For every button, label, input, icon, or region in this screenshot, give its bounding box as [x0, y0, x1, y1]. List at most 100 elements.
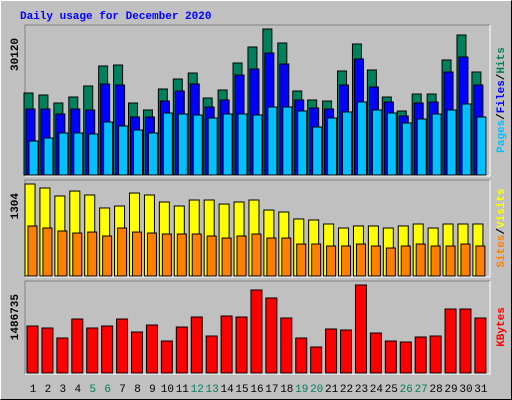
bar [355, 243, 366, 277]
bar [461, 103, 472, 176]
bar [102, 235, 113, 277]
bar [431, 113, 442, 176]
x-tick-label: 9 [149, 384, 156, 396]
x-tick-label: 10 [161, 384, 174, 396]
x-tick-label: 3 [60, 384, 67, 396]
bar [161, 233, 172, 277]
bar [311, 243, 322, 277]
x-tick-label: 4 [74, 384, 81, 396]
bar [401, 122, 412, 176]
bar [444, 308, 457, 374]
bar [474, 317, 487, 374]
bar [265, 297, 278, 374]
bar [147, 132, 158, 176]
bar [191, 233, 202, 277]
bar [146, 232, 157, 277]
x-tick-label: 20 [310, 384, 323, 396]
bar [237, 113, 248, 176]
bar [400, 245, 411, 277]
y-tick-label: 1486735 [10, 294, 22, 341]
bar [459, 308, 472, 374]
x-tick-label: 15 [235, 384, 248, 396]
bar [399, 341, 412, 374]
bar [176, 233, 187, 277]
bar [296, 243, 307, 277]
bar [342, 111, 353, 176]
bar [250, 289, 263, 374]
bar [354, 284, 367, 374]
bar [282, 106, 293, 176]
bar [415, 243, 426, 277]
bar [41, 327, 54, 374]
bar [369, 332, 382, 374]
x-tick-label: 26 [400, 384, 413, 396]
bar [206, 235, 217, 277]
bar [27, 225, 38, 277]
bar [236, 235, 247, 277]
bar [103, 121, 114, 176]
bar [207, 117, 218, 176]
bar [295, 337, 308, 374]
bar [72, 232, 83, 277]
bar [340, 329, 353, 374]
bar [28, 140, 39, 176]
bar [476, 116, 487, 176]
bar [56, 337, 69, 374]
bar [205, 335, 218, 374]
x-tick-label: 19 [295, 384, 308, 396]
panel-bevel-light [25, 25, 491, 177]
bar [132, 231, 143, 277]
x-tick-label: 13 [206, 384, 219, 396]
bar [445, 245, 456, 277]
bar [117, 227, 128, 277]
legend-separator: / [496, 73, 508, 80]
x-tick-label: 29 [444, 384, 457, 396]
bar [131, 331, 144, 374]
bar [162, 112, 173, 176]
bar [221, 237, 232, 277]
bar [281, 237, 292, 277]
bar [386, 112, 397, 176]
bar [118, 125, 129, 176]
bar [175, 326, 188, 374]
x-tick-label: 24 [370, 384, 384, 396]
x-tick-label: 17 [265, 384, 278, 396]
y-tick-label: 30120 [10, 38, 22, 71]
x-tick-label: 8 [134, 384, 141, 396]
x-tick-label: 16 [250, 384, 263, 396]
bar [88, 133, 99, 176]
x-tick-label: 5 [89, 384, 96, 396]
x-tick-label: 21 [325, 384, 339, 396]
legend-entry: Hits [496, 47, 508, 73]
legend: Sites/Visits [496, 188, 508, 267]
bar [326, 245, 337, 277]
x-tick-label: 12 [191, 384, 204, 396]
legend-entry: Sites [496, 235, 508, 268]
bar [280, 317, 293, 374]
x-tick-label: 11 [176, 384, 190, 396]
panel-bevel-light [25, 281, 491, 375]
bar [252, 114, 263, 176]
bar [160, 340, 173, 374]
bar [312, 126, 323, 176]
legend-entry: Pages [496, 120, 508, 153]
bar [71, 318, 84, 374]
legend-separator: / [496, 228, 508, 235]
x-tick-label: 6 [104, 384, 111, 396]
x-tick-label: 28 [430, 384, 443, 396]
x-tick-label: 25 [385, 384, 398, 396]
bar [416, 118, 427, 176]
bar [446, 109, 457, 176]
bar [356, 101, 367, 176]
legend-separator: / [496, 113, 508, 120]
bar [133, 129, 144, 176]
bar [341, 245, 352, 277]
bar [371, 109, 382, 176]
x-tick-label: 14 [220, 384, 234, 396]
x-tick-label: 1 [30, 384, 37, 396]
bar [370, 245, 381, 277]
bar [325, 328, 338, 374]
y-tick-label: 1304 [10, 193, 22, 220]
